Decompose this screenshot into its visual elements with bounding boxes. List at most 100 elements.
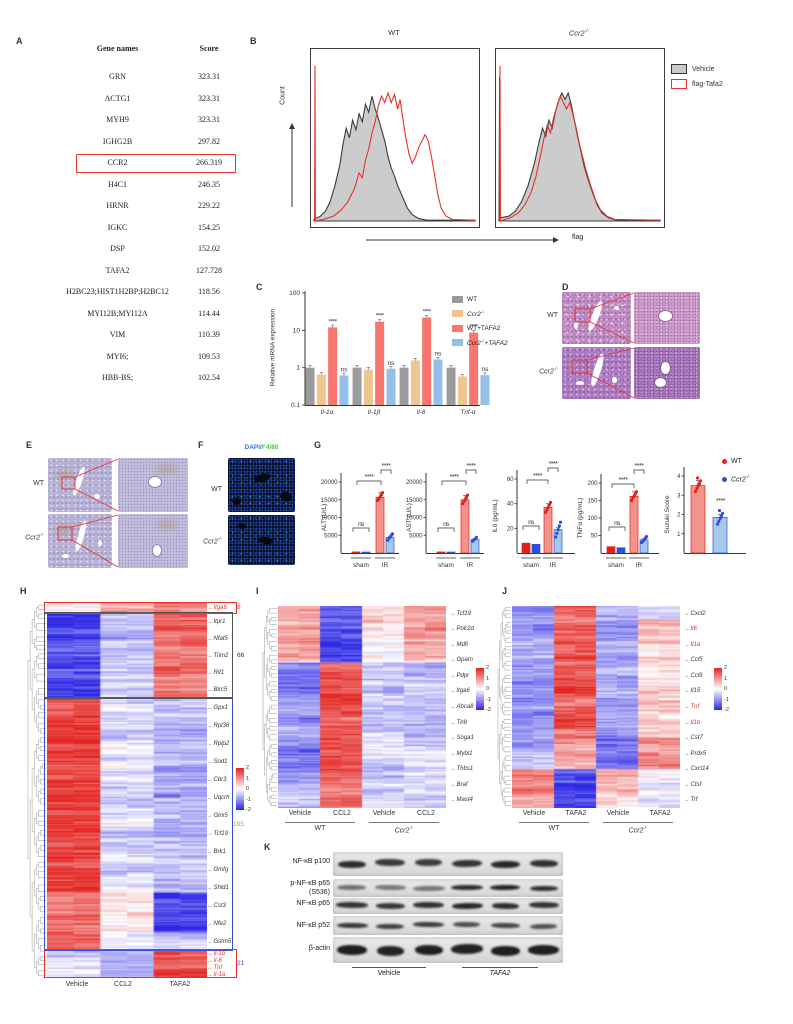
chart-text: ns	[443, 521, 450, 528]
j-gene-label: →Ccl5	[684, 657, 703, 664]
h-cluster-box	[44, 949, 237, 979]
h-cluster-count: 8	[237, 604, 241, 612]
chart-text: 15000	[406, 498, 423, 504]
chart-text: ALT (U/L)	[321, 504, 328, 532]
table-cell-score: 297.82	[198, 136, 220, 146]
chart-text: sham	[353, 562, 369, 569]
j-group-label: Ccr2-/-	[628, 825, 648, 835]
blot-band	[490, 885, 521, 891]
h-column-label: Vehicle	[65, 981, 89, 988]
table-cell-score: 152.02	[198, 244, 220, 253]
colorbar-tick: 1	[246, 775, 250, 782]
panel-f-label: F	[198, 440, 204, 450]
chart-text: Tnf-α	[460, 409, 476, 416]
colorbar-tick: -2	[486, 707, 491, 713]
h-cluster-box	[44, 697, 233, 952]
chart-text: IL6 (pg/mL)	[492, 499, 499, 532]
j-gene-label: →Prdx5	[684, 750, 707, 757]
h-gene-label: →Gpx1	[207, 704, 228, 711]
table-cell-gene: IGKC	[107, 222, 128, 232]
panel-a-label: A	[16, 36, 23, 46]
flow-legend: Vehicle flag-Tafa2	[671, 64, 723, 94]
chart-text: ****	[635, 463, 645, 470]
chart-text: ****	[467, 463, 477, 470]
i-group-label: WT	[314, 825, 326, 832]
panel-c-label: C	[256, 282, 263, 292]
chart-text: 20	[507, 526, 514, 532]
j-group-label: WT	[548, 825, 560, 832]
he-high-mag-ccr2ko-image	[634, 347, 700, 399]
chart-text: IR	[550, 562, 557, 569]
h-gene-label: →Rplp2	[207, 740, 230, 747]
dapi-label: DAPI/	[244, 444, 262, 451]
ihc-high-mag-ccr2ko-image	[118, 514, 188, 568]
j-dendrogram	[497, 607, 511, 806]
i-column-label: CCL2	[333, 810, 351, 817]
chart-text: ****	[376, 313, 385, 320]
colorbar-tick: 1	[724, 675, 728, 682]
colorbar-tick: 0	[246, 786, 250, 792]
blot-band	[414, 945, 443, 956]
h-heatmap-canvas	[47, 603, 207, 978]
blot-band	[337, 884, 367, 890]
h-cluster-box	[44, 611, 233, 700]
serum-legend-item: Ccr2-/-	[722, 470, 750, 488]
chart-text: ****	[423, 309, 432, 316]
i-gene-label: →Polr2d	[450, 626, 474, 633]
table-cell-gene: H2BC23;HIST1H2BP;H2BC12	[66, 287, 169, 296]
j-column-label: TAFA2	[565, 810, 587, 817]
i-gene-label: →Mdfi	[450, 641, 468, 648]
flow-plot-ccr2ko	[495, 48, 665, 228]
h-cluster-count: 21	[237, 960, 245, 968]
table-cell-gene: TAFA2	[105, 265, 130, 275]
h-gene-label: →Trim2	[207, 653, 229, 660]
blot-strip	[333, 879, 563, 897]
blot-band	[528, 944, 560, 955]
table-cell-gene: MYH9	[106, 115, 129, 124]
chart-text: 0.1	[291, 402, 300, 409]
i-gene-label: →Braf	[450, 781, 468, 788]
i-dendrogram	[262, 608, 277, 807]
j-gene-label: →Il15	[684, 688, 701, 695]
i-gene-label: →Tlr8	[450, 719, 467, 726]
h-gene-label: →Il-1a	[207, 971, 226, 978]
blot-row-label: β-actin	[308, 945, 330, 952]
chart-text: ****	[619, 477, 629, 484]
blot-band	[451, 884, 484, 890]
blot-row-label: p-NF-κB p65	[290, 880, 330, 887]
table-cell-score: 102.54	[198, 373, 220, 382]
chart-text: 200	[587, 481, 598, 487]
colorbar-tick: -2	[246, 807, 251, 813]
blot-band	[453, 922, 481, 928]
chart-text: 5000	[324, 533, 338, 539]
i-column-label: Vehicle	[372, 810, 396, 817]
h-gene-label: →Itpr1	[207, 618, 226, 625]
table-cell-gene: VIM	[109, 330, 126, 339]
table-cell-gene: MYI6;	[106, 351, 129, 361]
panel-d-label: D	[562, 282, 569, 292]
h-gene-label: →Itga6	[207, 605, 227, 612]
i-gene-label: →Thbs1	[450, 766, 474, 773]
j-gene-label: →Trf	[684, 797, 698, 804]
ccr2-highlight-box	[76, 153, 236, 173]
chart-text: 3	[677, 493, 681, 499]
blot-band	[528, 902, 559, 909]
j-gene-label: →Il1b	[684, 719, 701, 726]
i-column-label: CCL2	[417, 810, 435, 817]
table-cell-score: 114.44	[198, 308, 220, 318]
qpcr-legend-item: Ccr2-/-+TAFA2	[452, 336, 508, 351]
legend-swatch-icon	[452, 295, 463, 303]
blot-band	[412, 885, 445, 891]
blot-group-label: TAFA2	[489, 970, 511, 977]
flow-plot-wt	[310, 48, 480, 228]
legend-label: Ccr2-/-	[731, 474, 750, 484]
chart-text: Il-6	[416, 409, 425, 416]
serum-legend: WT Ccr2-/-	[722, 452, 750, 488]
h-column-label: TAFA2	[169, 981, 191, 988]
panel-i-label: I	[256, 586, 259, 596]
blot-band	[415, 859, 443, 867]
blot-band	[375, 884, 406, 891]
chart-text: 10000	[321, 516, 338, 522]
blot-strip	[333, 852, 563, 876]
